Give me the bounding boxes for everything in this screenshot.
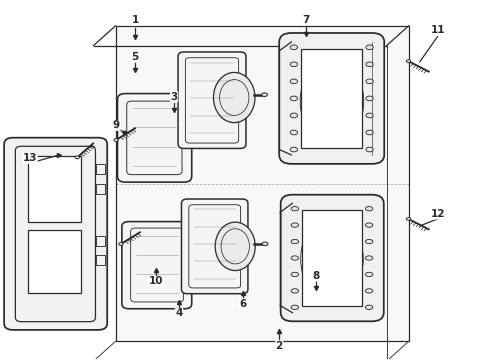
Bar <box>96 235 105 246</box>
Text: 11: 11 <box>431 26 445 35</box>
Ellipse shape <box>366 305 373 310</box>
Ellipse shape <box>262 93 268 96</box>
Ellipse shape <box>366 272 373 276</box>
Ellipse shape <box>75 156 79 159</box>
Bar <box>301 49 362 148</box>
Ellipse shape <box>366 113 373 118</box>
Text: 4: 4 <box>175 309 183 318</box>
Ellipse shape <box>366 239 373 244</box>
Text: 5: 5 <box>131 52 139 62</box>
Ellipse shape <box>366 223 373 227</box>
Text: 12: 12 <box>431 209 445 219</box>
Ellipse shape <box>291 305 298 310</box>
Bar <box>27 156 81 222</box>
Text: 6: 6 <box>239 299 246 309</box>
Text: 10: 10 <box>149 276 163 287</box>
Bar <box>302 211 362 306</box>
FancyBboxPatch shape <box>281 195 384 321</box>
Ellipse shape <box>291 239 298 244</box>
Text: 7: 7 <box>302 15 310 25</box>
Ellipse shape <box>291 256 298 260</box>
Bar <box>96 255 105 265</box>
Text: 13: 13 <box>23 153 37 163</box>
Ellipse shape <box>290 147 297 152</box>
Ellipse shape <box>289 42 375 160</box>
Ellipse shape <box>215 222 255 271</box>
Text: 1: 1 <box>131 15 139 26</box>
Ellipse shape <box>290 130 297 135</box>
Text: 2: 2 <box>275 341 283 351</box>
Ellipse shape <box>366 62 373 67</box>
Bar <box>96 164 105 174</box>
Bar <box>116 26 409 341</box>
Ellipse shape <box>214 72 255 123</box>
FancyBboxPatch shape <box>279 33 384 164</box>
FancyBboxPatch shape <box>118 94 192 182</box>
FancyBboxPatch shape <box>178 52 246 148</box>
Ellipse shape <box>366 96 373 101</box>
Ellipse shape <box>366 207 373 211</box>
Text: 8: 8 <box>312 271 319 281</box>
Ellipse shape <box>262 242 268 246</box>
Ellipse shape <box>119 243 123 246</box>
Ellipse shape <box>366 289 373 293</box>
Ellipse shape <box>300 56 364 146</box>
Ellipse shape <box>366 147 373 152</box>
Bar <box>96 184 105 194</box>
Text: 9: 9 <box>113 121 120 130</box>
Text: 3: 3 <box>171 92 178 102</box>
FancyBboxPatch shape <box>4 138 107 330</box>
Bar <box>27 230 81 293</box>
Ellipse shape <box>290 45 297 50</box>
FancyBboxPatch shape <box>181 199 248 294</box>
Ellipse shape <box>291 272 298 276</box>
FancyBboxPatch shape <box>122 222 192 309</box>
Ellipse shape <box>290 79 297 84</box>
Ellipse shape <box>366 130 373 135</box>
Ellipse shape <box>366 256 373 260</box>
Ellipse shape <box>290 96 297 101</box>
Ellipse shape <box>290 62 297 67</box>
Ellipse shape <box>291 289 298 293</box>
Ellipse shape <box>301 216 363 302</box>
Ellipse shape <box>290 113 297 118</box>
Ellipse shape <box>290 202 374 315</box>
Ellipse shape <box>406 60 411 63</box>
Ellipse shape <box>291 223 298 227</box>
Ellipse shape <box>114 139 118 141</box>
Ellipse shape <box>291 207 298 211</box>
Ellipse shape <box>366 45 373 50</box>
Ellipse shape <box>406 217 411 220</box>
Ellipse shape <box>366 79 373 84</box>
